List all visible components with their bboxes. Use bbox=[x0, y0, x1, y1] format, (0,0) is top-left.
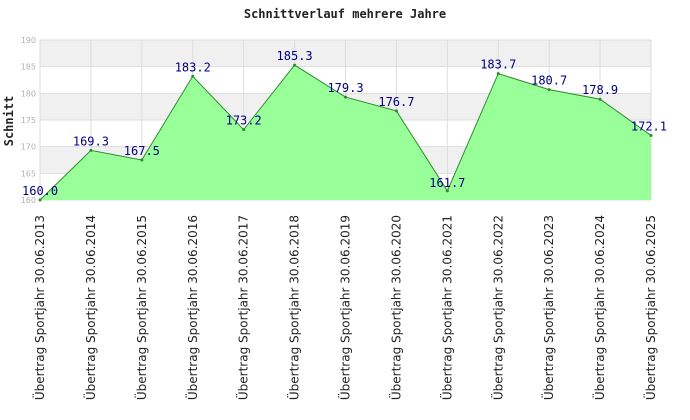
y-axis-ticks: 160 165 170 175 180 185 190 bbox=[21, 36, 36, 205]
x-tick-label: Übertrag Sportjahr 30.06.2023 bbox=[540, 215, 556, 400]
data-label: 178.9 bbox=[582, 83, 618, 97]
data-point bbox=[38, 198, 42, 202]
x-tick-label: Übertrag Sportjahr 30.06.2022 bbox=[489, 215, 505, 400]
data-point bbox=[496, 72, 500, 76]
x-tick-label: Übertrag Sportjahr 30.06.2015 bbox=[133, 215, 149, 400]
x-tick-label: Übertrag Sportjahr 30.06.2025 bbox=[642, 215, 658, 400]
chart-title: Schnittverlauf mehrere Jahre bbox=[244, 7, 446, 21]
data-label: 180.7 bbox=[531, 74, 567, 88]
data-label: 185.3 bbox=[277, 49, 313, 63]
y-tick-label: 175 bbox=[21, 116, 36, 125]
data-point bbox=[649, 133, 653, 137]
y-tick-label: 185 bbox=[21, 63, 36, 72]
data-label: 160.0 bbox=[22, 184, 58, 198]
series-area bbox=[38, 63, 653, 202]
data-point bbox=[191, 74, 195, 78]
x-axis-ticks: Übertrag Sportjahr 30.06.2013 Übertrag Sp… bbox=[31, 215, 658, 400]
data-label: 173.2 bbox=[226, 114, 262, 128]
y-tick-label: 170 bbox=[21, 143, 36, 152]
data-point bbox=[242, 128, 246, 132]
data-point bbox=[547, 88, 551, 92]
data-point bbox=[293, 63, 297, 67]
data-label: 161.7 bbox=[429, 176, 465, 190]
series-area-fill bbox=[40, 65, 651, 200]
x-tick-label: Übertrag Sportjahr 30.06.2018 bbox=[286, 215, 302, 400]
data-point bbox=[598, 97, 602, 101]
x-tick-label: Übertrag Sportjahr 30.06.2019 bbox=[337, 215, 353, 400]
y-axis-label: Schnitt bbox=[2, 96, 16, 147]
data-label: 183.7 bbox=[480, 58, 516, 72]
data-label: 176.7 bbox=[378, 95, 414, 109]
data-point bbox=[394, 109, 398, 113]
y-tick-label: 165 bbox=[21, 169, 36, 178]
x-tick-label: Übertrag Sportjahr 30.06.2021 bbox=[438, 215, 454, 400]
x-tick-label: Übertrag Sportjahr 30.06.2014 bbox=[82, 215, 98, 400]
data-point bbox=[89, 148, 93, 152]
data-label: 167.5 bbox=[124, 144, 160, 158]
x-tick-label: Übertrag Sportjahr 30.06.2016 bbox=[184, 215, 200, 400]
data-label: 183.2 bbox=[175, 60, 211, 74]
y-tick-label: 160 bbox=[21, 196, 36, 205]
y-tick-label: 190 bbox=[21, 36, 36, 45]
data-label: 179.3 bbox=[327, 81, 363, 95]
x-tick-label: Übertrag Sportjahr 30.06.2017 bbox=[235, 215, 251, 400]
x-tick-label: Übertrag Sportjahr 30.06.2013 bbox=[31, 215, 47, 400]
data-labels: 160.0 169.3 167.5 183.2 173.2 185.3 179.3 176.7… bbox=[22, 49, 667, 198]
x-tick-label: Übertrag Sportjahr 30.06.2020 bbox=[387, 215, 403, 400]
data-label: 172.1 bbox=[631, 119, 667, 133]
data-point bbox=[140, 158, 144, 162]
data-label: 169.3 bbox=[73, 134, 109, 148]
data-point bbox=[344, 95, 347, 99]
x-tick-label: Übertrag Sportjahr 30.06.2024 bbox=[591, 215, 607, 400]
y-tick-label: 180 bbox=[21, 89, 36, 98]
data-point bbox=[445, 189, 449, 193]
